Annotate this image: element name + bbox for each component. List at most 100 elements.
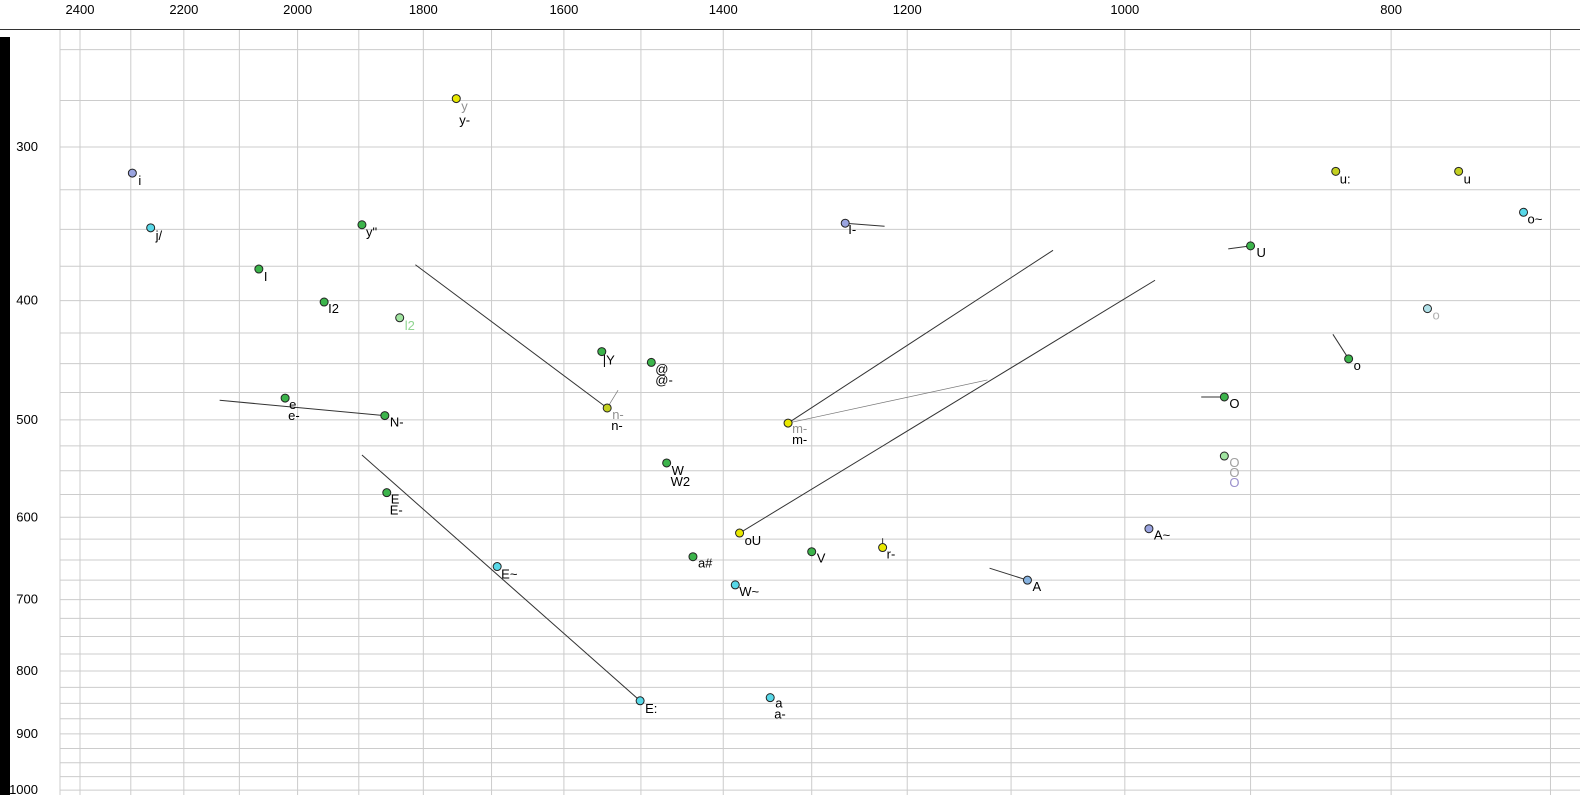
y-tick-label: 600 [16,509,38,524]
x-tick-label: 1200 [893,2,922,17]
x-tick-label: 1600 [549,2,578,17]
point-label-E-long: E: [645,701,657,716]
data-point-pipe-Y[interactable] [597,347,607,357]
x-tick-label: 800 [1380,2,1402,17]
data-point-a[interactable] [765,693,775,703]
connector-line [845,222,885,227]
data-points: i j/I I2 l2 y" yy-ee- N- EE- |Y @@- n-n- WW2 E~ E: aa-… [127,94,1543,722]
connector-line [361,454,641,702]
data-point-l2[interactable] [395,313,405,323]
point-label-n-: n- [611,418,623,433]
point-label-O2: O [1229,475,1239,490]
connector-line [787,249,1054,424]
x-tick-label: 1400 [709,2,738,17]
connector-line [739,279,1156,534]
point-label-O: O [1229,396,1239,411]
data-point-W[interactable] [662,458,672,468]
data-point-y-uml[interactable] [357,220,367,230]
y-tick-label: 700 [16,592,38,607]
y-tick-label: 800 [16,663,38,678]
point-label-oU: oU [745,533,762,548]
data-point-u-long[interactable] [1331,166,1341,176]
data-point-A[interactable] [1022,575,1032,585]
data-point-O2[interactable] [1219,451,1229,461]
point-label-e: e- [288,408,300,423]
data-point-U[interactable] [1246,241,1256,251]
data-point-m-[interactable] [783,418,793,428]
point-label-at: @ [655,361,668,376]
data-point-o[interactable] [1344,354,1354,364]
point-label-n-: n- [612,407,624,422]
point-label-N-: N- [390,415,404,430]
point-label-I2: I2 [328,301,339,316]
connector-line [219,399,385,417]
point-label-V: V [817,551,826,566]
data-point-j-slash[interactable] [146,223,156,233]
data-point-a-hash[interactable] [688,552,698,562]
connector-line [415,264,608,409]
point-label-o: o [1354,358,1361,373]
data-point-y[interactable] [451,94,461,104]
data-point-I2[interactable] [319,297,329,307]
connector-line [989,567,1028,581]
data-point-I-[interactable] [840,218,850,228]
x-tick-label: 2200 [169,2,198,17]
data-point-r-[interactable] [878,543,888,553]
point-label-u-long: u: [1340,171,1351,186]
data-point-at[interactable] [646,357,656,367]
window-left-edge-bar [0,37,10,795]
data-point-A-nasal[interactable] [1144,524,1154,534]
x-tick-label: 2000 [283,2,312,17]
data-point-I[interactable] [254,264,264,274]
point-label-U: U [1257,245,1266,260]
point-label-e: e [289,397,296,412]
point-label-l2: l2 [405,318,415,333]
point-label-W-nasal: W~ [739,584,759,599]
y-tick-label: 1000 [9,782,38,797]
point-label-at: @- [655,372,673,387]
data-point-o-nasal[interactable] [1519,207,1529,217]
x-tick-label: 2400 [66,2,95,17]
data-point-e[interactable] [280,393,290,403]
data-point-W-nasal[interactable] [730,580,740,590]
point-label-O2: O [1229,465,1239,480]
point-label-j-slash: j/ [155,228,163,243]
point-label-i: i [138,173,141,188]
point-label-r-: r- [887,547,896,562]
point-label-O2: O [1229,455,1239,470]
point-label-y: y [461,99,468,114]
connector-line [787,379,988,424]
point-label-W: W [672,463,685,478]
grid-layer [59,30,1580,795]
x-tick-label: 1800 [409,2,438,17]
data-point-u[interactable] [1454,166,1464,176]
data-point-N-[interactable] [380,411,390,421]
data-point-o-pale[interactable] [1422,304,1432,314]
data-point-E[interactable] [382,488,392,498]
point-label-m-: m- [792,432,807,447]
data-point-V[interactable] [807,547,817,557]
y-tick-label: 500 [16,412,38,427]
data-point-O[interactable] [1219,392,1229,402]
point-label-pipe-Y: |Y [603,353,615,368]
data-point-n-[interactable] [602,403,612,413]
point-label-A-nasal: A~ [1154,528,1171,543]
point-label-y-uml: y" [366,225,378,240]
point-label-u: u [1464,171,1471,186]
point-label-o-nasal: o~ [1528,211,1543,226]
point-label-m-: m- [792,421,807,436]
point-label-I: I [264,269,268,284]
point-label-A: A [1032,579,1041,594]
point-label-o-pale: o [1432,308,1439,323]
point-label-a: a [775,696,783,711]
point-label-y: y- [459,113,470,128]
point-label-E: E- [390,503,403,518]
data-point-oU[interactable] [735,528,745,538]
plot-top-border [0,29,1580,30]
data-point-i[interactable] [127,168,137,178]
y-tick-label: 300 [16,139,38,154]
data-point-E-nasal[interactable] [492,562,502,572]
data-point-E-long[interactable] [635,696,645,706]
point-label-E: E [391,492,400,507]
